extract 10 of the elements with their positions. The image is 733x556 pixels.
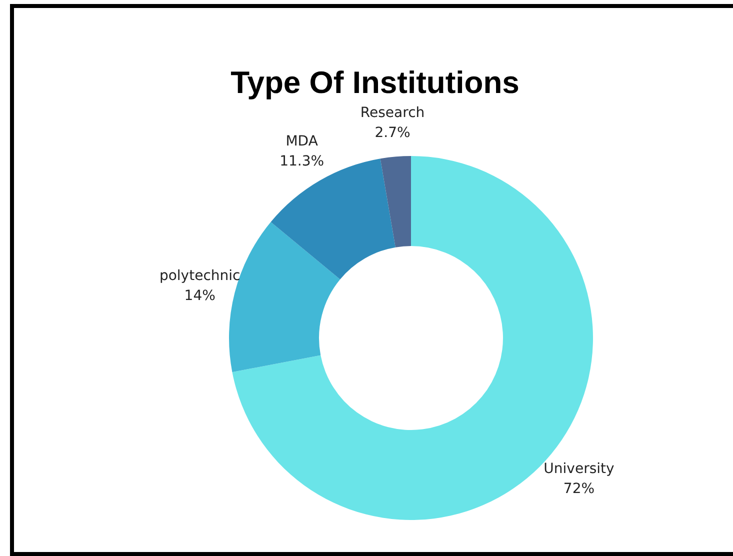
slice-label: Research xyxy=(360,104,425,121)
data-label: 14% xyxy=(184,288,216,304)
donut-slice xyxy=(380,156,411,248)
slice-label: MDA xyxy=(286,133,318,150)
data-label: 2.7% xyxy=(374,124,410,141)
data-label: 72% xyxy=(563,480,595,497)
chart-title: Type Of Institutions xyxy=(230,65,520,100)
data-label: 11.3% xyxy=(280,153,324,170)
slice-label: University xyxy=(544,460,614,477)
slice-label: polytechnic xyxy=(159,268,240,284)
